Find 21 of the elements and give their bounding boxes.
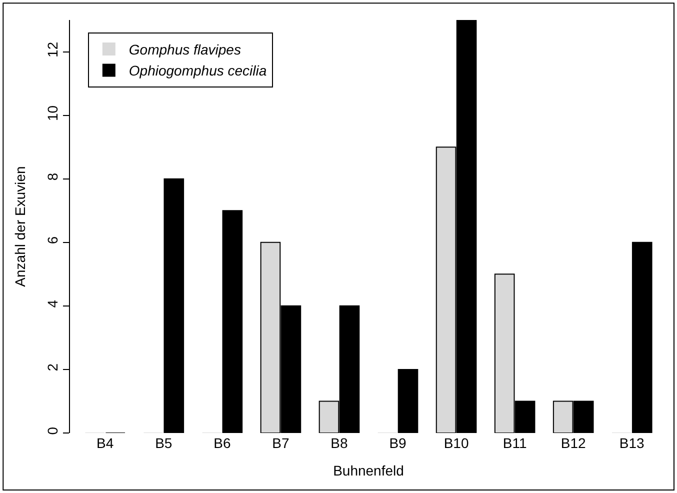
y-tick-label: 2 [44, 363, 60, 372]
y-tick-label: 8 [44, 172, 60, 181]
x-tick-label: B5 [155, 435, 172, 451]
x-tick-label: B13 [619, 435, 645, 451]
x-tick-label: B11 [502, 435, 527, 451]
x-axis-title: Buhnenfeld [333, 462, 404, 478]
x-tick-label: B10 [444, 435, 469, 451]
x-tick-label: B8 [330, 435, 348, 451]
y-tick-label: 0 [44, 426, 60, 435]
y-tick-label: 12 [44, 42, 60, 58]
x-tick-label: B9 [389, 435, 407, 451]
x-tick-label: B7 [272, 435, 290, 451]
legend-label: Ophiogomphus cecilia [128, 62, 267, 79]
y-tick-label: 10 [44, 105, 60, 121]
y-axis-title: Anzahl der Exuvien [12, 166, 28, 287]
y-tick-label: 4 [44, 300, 60, 308]
x-tick-label: B4 [96, 435, 114, 451]
y-tick-label: 6 [44, 236, 60, 244]
x-tick-label: B12 [560, 435, 586, 451]
legend-label: Gomphus flavipes [128, 41, 241, 58]
x-tick-label: B6 [214, 435, 231, 451]
